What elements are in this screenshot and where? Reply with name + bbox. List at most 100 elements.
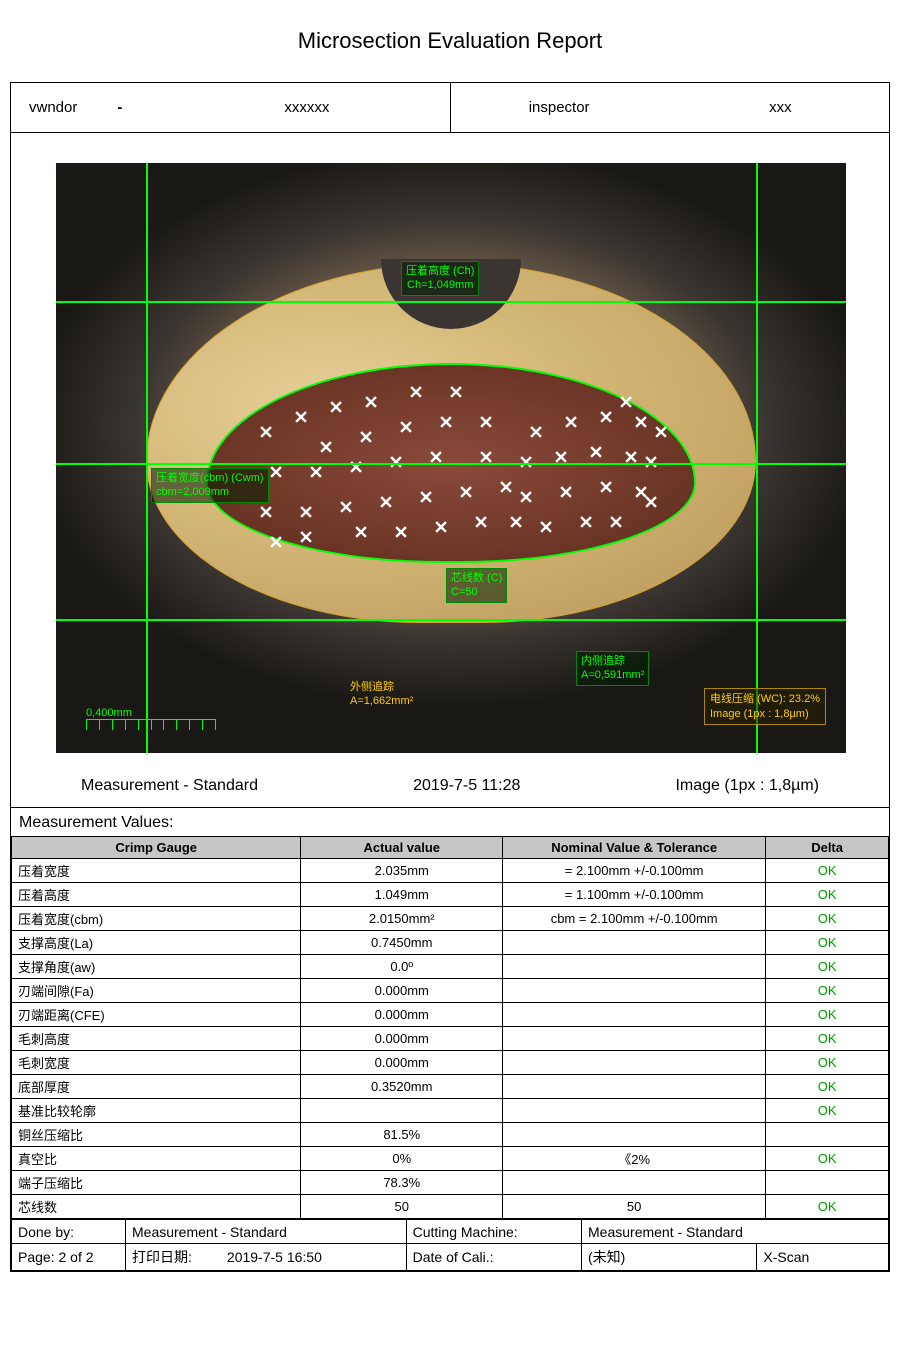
print-date-label: 打印日期: bbox=[132, 1249, 192, 1265]
annot-inner-trace: 内侧追踪 A=0,591mm² bbox=[576, 651, 649, 686]
strand-cross-icon: ✕ bbox=[448, 383, 463, 404]
print-date: 打印日期: 2019-7-5 16:50 bbox=[126, 1244, 407, 1271]
actual-cell: 0.000mm bbox=[301, 1027, 503, 1051]
cutting-machine-value: Measurement - Standard bbox=[582, 1220, 889, 1244]
gauge-cell: 刃端间隙(Fa) bbox=[12, 979, 301, 1003]
annot-cbm-l2: cbm=2,009mm bbox=[156, 485, 264, 499]
report-frame: vwndor - xxxxxx inspector xxx ✕✕✕✕✕✕✕✕✕✕… bbox=[10, 82, 890, 1272]
col-actual: Actual value bbox=[301, 837, 503, 859]
strand-cross-icon: ✕ bbox=[363, 393, 378, 414]
strand-cross-icon: ✕ bbox=[298, 503, 313, 524]
cali-date-value: (未知) bbox=[582, 1244, 757, 1271]
actual-cell bbox=[301, 1099, 503, 1123]
annot-outer-l2: A=1,662mm² bbox=[350, 694, 413, 708]
strand-cross-icon: ✕ bbox=[308, 463, 323, 484]
strand-cross-icon: ✕ bbox=[393, 523, 408, 544]
annot-c-l2: C=50 bbox=[451, 585, 502, 599]
gauge-cell: 底部厚度 bbox=[12, 1075, 301, 1099]
nominal-cell bbox=[503, 1171, 766, 1195]
nominal-cell: 50 bbox=[503, 1195, 766, 1219]
vendor-value: xxxxxx bbox=[182, 99, 431, 116]
table-row: 压着高度1.049mm= 1.100mm +/-0.100mmOK bbox=[12, 883, 889, 907]
annot-outer-l1: 外侧追踪 bbox=[350, 680, 413, 694]
strand-cross-icon: ✕ bbox=[553, 448, 568, 469]
header-row: vwndor - xxxxxx inspector xxx bbox=[11, 83, 889, 133]
delta-cell: OK bbox=[766, 979, 889, 1003]
strand-cross-icon: ✕ bbox=[528, 423, 543, 444]
actual-cell: 0% bbox=[301, 1147, 503, 1171]
gauge-cell: 真空比 bbox=[12, 1147, 301, 1171]
gridline-v-left bbox=[146, 163, 148, 753]
vendor-label: vwndor bbox=[29, 99, 77, 116]
gauge-cell: 端子压缩比 bbox=[12, 1171, 301, 1195]
delta-cell: OK bbox=[766, 955, 889, 979]
col-nominal: Nominal Value & Tolerance bbox=[503, 837, 766, 859]
strand-cross-icon: ✕ bbox=[328, 398, 343, 419]
measurement-table: Crimp Gauge Actual value Nominal Value &… bbox=[11, 836, 889, 1219]
table-row: 基准比较轮廓OK bbox=[12, 1099, 889, 1123]
table-row: 芯线数5050OK bbox=[12, 1195, 889, 1219]
measurement-values-title: Measurement Values: bbox=[11, 807, 889, 836]
gridline-v-right bbox=[756, 163, 758, 753]
nominal-cell bbox=[503, 1003, 766, 1027]
table-row: 毛刺高度0.000mmOK bbox=[12, 1027, 889, 1051]
table-row: 压着宽度(cbm)2.0150mm²cbm = 2.100mm +/-0.100… bbox=[12, 907, 889, 931]
annot-wire-compression: 电线压缩 (WC): 23.2% Image (1px : 1,8µm) bbox=[704, 688, 826, 725]
strand-cross-icon: ✕ bbox=[298, 528, 313, 549]
col-delta: Delta bbox=[766, 837, 889, 859]
delta-cell: OK bbox=[766, 907, 889, 931]
actual-cell: 0.3520mm bbox=[301, 1075, 503, 1099]
strand-cross-icon: ✕ bbox=[318, 438, 333, 459]
cali-date-label: Date of Cali.: bbox=[406, 1244, 581, 1271]
strand-cross-icon: ✕ bbox=[438, 413, 453, 434]
annot-ch-l2: Ch=1,049mm bbox=[406, 278, 474, 292]
table-row: 压着宽度2.035mm= 2.100mm +/-0.100mmOK bbox=[12, 859, 889, 883]
strand-cross-icon: ✕ bbox=[498, 478, 513, 499]
microsection-image: ✕✕✕✕✕✕✕✕✕✕✕✕✕✕✕✕✕✕✕✕✕✕✕✕✕✕✕✕✕✕✕✕✕✕✕✕✕✕✕✕… bbox=[56, 163, 846, 753]
table-row: 端子压缩比78.3% bbox=[12, 1171, 889, 1195]
actual-cell: 1.049mm bbox=[301, 883, 503, 907]
table-row: 铜丝压缩比81.5% bbox=[12, 1123, 889, 1147]
strand-cross-icon: ✕ bbox=[398, 418, 413, 439]
delta-cell: OK bbox=[766, 931, 889, 955]
strand-cross-icon: ✕ bbox=[258, 423, 273, 444]
strand-cross-icon: ✕ bbox=[418, 488, 433, 509]
vendor-dash: - bbox=[117, 99, 122, 116]
actual-cell: 0.0º bbox=[301, 955, 503, 979]
image-caption-row: Measurement - Standard 2019-7-5 11:28 Im… bbox=[11, 763, 889, 807]
strand-cross-icon: ✕ bbox=[508, 513, 523, 534]
strand-cross-icon: ✕ bbox=[598, 478, 613, 499]
gauge-cell: 毛刺高度 bbox=[12, 1027, 301, 1051]
actual-cell: 0.000mm bbox=[301, 979, 503, 1003]
caption-mid: 2019-7-5 11:28 bbox=[413, 777, 520, 795]
actual-cell: 0.000mm bbox=[301, 1003, 503, 1027]
delta-cell bbox=[766, 1123, 889, 1147]
delta-cell: OK bbox=[766, 1099, 889, 1123]
annot-cbm-l1: 压着宽度(cbm) (Cwm) bbox=[156, 471, 264, 485]
delta-cell: OK bbox=[766, 1075, 889, 1099]
delta-cell: OK bbox=[766, 1051, 889, 1075]
annot-ch-l1: 压着高度 (Ch) bbox=[406, 264, 474, 278]
nominal-cell bbox=[503, 955, 766, 979]
scan-mode: X-Scan bbox=[757, 1244, 889, 1271]
image-container: ✕✕✕✕✕✕✕✕✕✕✕✕✕✕✕✕✕✕✕✕✕✕✕✕✕✕✕✕✕✕✕✕✕✕✕✕✕✕✕✕… bbox=[11, 133, 889, 763]
strand-cross-icon: ✕ bbox=[643, 493, 658, 514]
strand-cross-icon: ✕ bbox=[408, 383, 423, 404]
footer-row-2: Page: 2 of 2 打印日期: 2019-7-5 16:50 Date o… bbox=[12, 1244, 889, 1271]
strand-cross-icon: ✕ bbox=[518, 488, 533, 509]
strand-cross-icon: ✕ bbox=[653, 423, 668, 444]
gauge-cell: 支撑角度(aw) bbox=[12, 955, 301, 979]
scale-bar: 0,400mm bbox=[86, 707, 216, 731]
strand-cross-icon: ✕ bbox=[268, 463, 283, 484]
actual-cell: 78.3% bbox=[301, 1171, 503, 1195]
inspector-value: xxx bbox=[690, 99, 871, 116]
inspector-cell: inspector xxx bbox=[451, 83, 890, 132]
done-by-value: Measurement - Standard bbox=[126, 1220, 407, 1244]
strand-cross-icon: ✕ bbox=[538, 518, 553, 539]
nominal-cell bbox=[503, 931, 766, 955]
print-date-value: 2019-7-5 16:50 bbox=[227, 1249, 322, 1265]
strand-cross-icon: ✕ bbox=[458, 483, 473, 504]
annot-wc-l1: 电线压缩 (WC): 23.2% bbox=[710, 692, 820, 706]
scale-label: 0,400mm bbox=[86, 707, 216, 719]
actual-cell: 2.0150mm² bbox=[301, 907, 503, 931]
